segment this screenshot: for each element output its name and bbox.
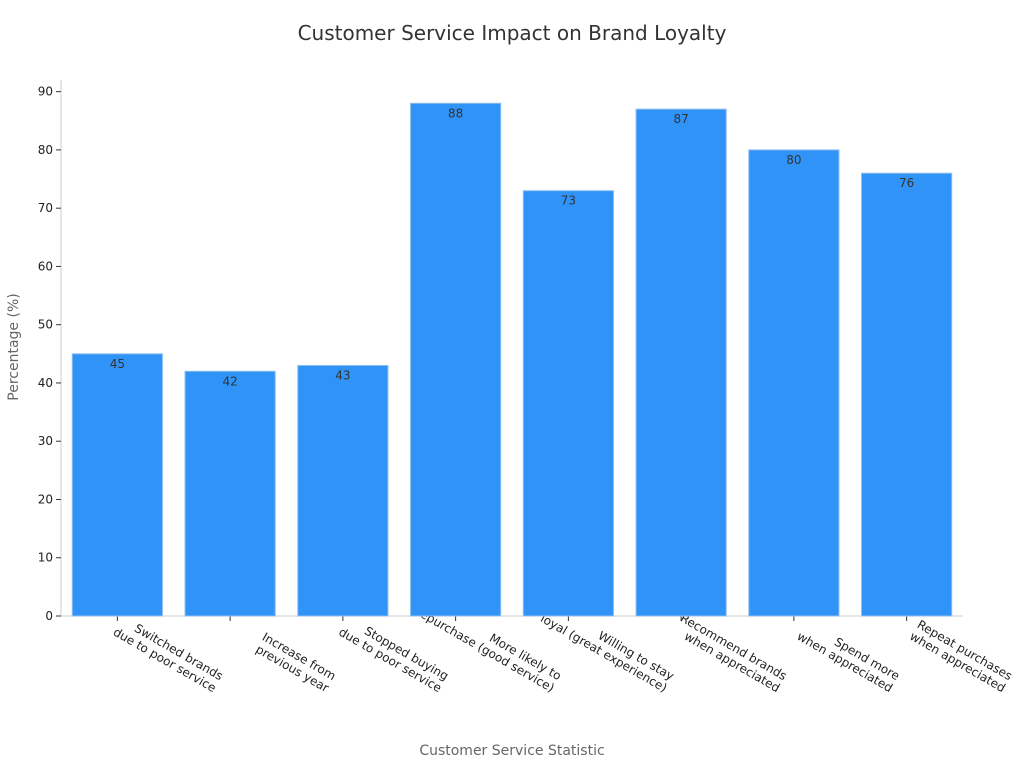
bar bbox=[297, 364, 389, 617]
bars-group: 45 42 43 88 73 87 80 76 bbox=[71, 102, 953, 617]
data-label: 42 bbox=[222, 374, 237, 388]
bar bbox=[184, 370, 276, 617]
data-label: 43 bbox=[335, 368, 350, 382]
y-tick-label: 20 bbox=[38, 492, 53, 506]
bar bbox=[522, 190, 614, 617]
y-tick-label: 60 bbox=[38, 259, 53, 273]
data-label: 76 bbox=[899, 176, 914, 190]
data-label: 45 bbox=[110, 357, 125, 371]
x-tick-label-line: loyal (great experience) bbox=[538, 611, 669, 695]
data-label: 87 bbox=[673, 112, 688, 126]
bar bbox=[410, 102, 502, 617]
data-label: 73 bbox=[561, 194, 576, 208]
y-tick-label: 90 bbox=[38, 85, 53, 99]
y-tick-label: 30 bbox=[38, 434, 53, 448]
y-tick-label: 0 bbox=[45, 609, 53, 623]
x-tick-label: Repeat purchaseswhen appreciated bbox=[907, 617, 1014, 695]
y-tick-label: 70 bbox=[38, 201, 53, 215]
chart-title: Customer Service Impact on Brand Loyalty bbox=[298, 21, 727, 45]
x-tick-label: Increase fromprevious year bbox=[253, 630, 338, 695]
x-tick-label: Spend morewhen appreciated bbox=[795, 617, 902, 695]
y-tick-label: 80 bbox=[38, 143, 53, 157]
bar bbox=[748, 149, 840, 617]
data-label: 88 bbox=[448, 106, 463, 120]
y-tick-label: 40 bbox=[38, 376, 53, 390]
data-label: 80 bbox=[786, 153, 801, 167]
x-axis-title: Customer Service Statistic bbox=[419, 743, 604, 759]
bar bbox=[635, 108, 727, 617]
y-axis-title: Percentage (%) bbox=[6, 293, 22, 400]
x-tick-label: Switched brandsdue to poor service bbox=[111, 613, 226, 695]
bar bbox=[71, 353, 163, 617]
bar bbox=[861, 172, 953, 617]
y-tick-label: 50 bbox=[38, 318, 53, 332]
y-axis: 0 10 20 30 40 50 60 70 80 90 bbox=[38, 80, 62, 623]
x-tick-label: Recommend brandswhen appreciated bbox=[671, 611, 789, 695]
y-tick-label: 10 bbox=[38, 551, 53, 565]
